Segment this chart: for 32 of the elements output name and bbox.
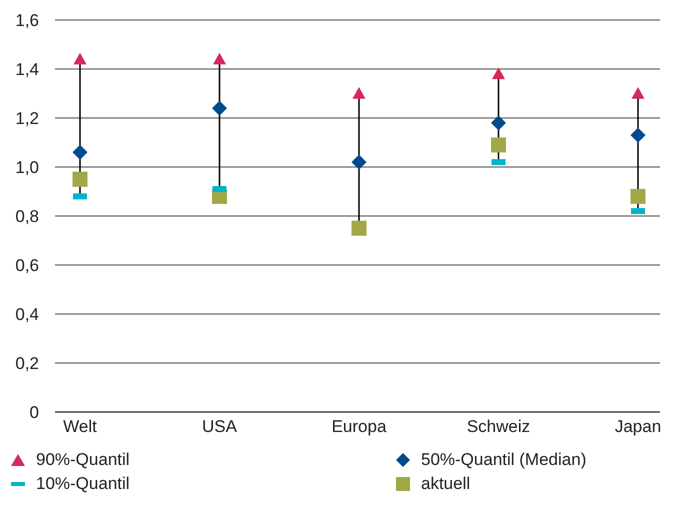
x-tick-label: USA (202, 417, 238, 436)
point (72, 172, 88, 187)
y-tick-label: 1,2 (15, 109, 39, 128)
point (632, 87, 644, 99)
point (352, 154, 366, 170)
legend-label: 10%-Quantil (36, 474, 130, 494)
point (74, 52, 86, 64)
y-tick-label: 0,2 (15, 354, 39, 374)
point (630, 128, 646, 143)
y-tick-label: 1,4 (15, 60, 39, 80)
point (491, 137, 506, 152)
y-tick-label: 0,6 (15, 256, 39, 276)
y-tick-label: 1,6 (15, 11, 39, 30)
point (72, 144, 88, 160)
y-tick-label: 0,8 (15, 207, 39, 226)
point (352, 87, 366, 99)
legend-label: 90%-Quantil (36, 450, 130, 470)
point (212, 100, 227, 116)
x-tick-label: Welt (63, 417, 98, 436)
legend-label: 50%-Quantil (Median) (421, 450, 586, 470)
y-tick-label: 0 (30, 403, 39, 422)
point (352, 220, 366, 236)
x-tick-label: Schweiz (466, 417, 530, 436)
point (630, 188, 646, 204)
x-tick-label: Japan (614, 417, 662, 436)
point (213, 52, 226, 64)
point (491, 115, 506, 130)
legend-label: aktuell (421, 474, 470, 494)
point (492, 67, 505, 80)
x-tick-label: Europa (332, 417, 387, 436)
y-tick-label: 1,0 (15, 158, 39, 178)
y-tick-label: 0,4 (15, 305, 39, 324)
